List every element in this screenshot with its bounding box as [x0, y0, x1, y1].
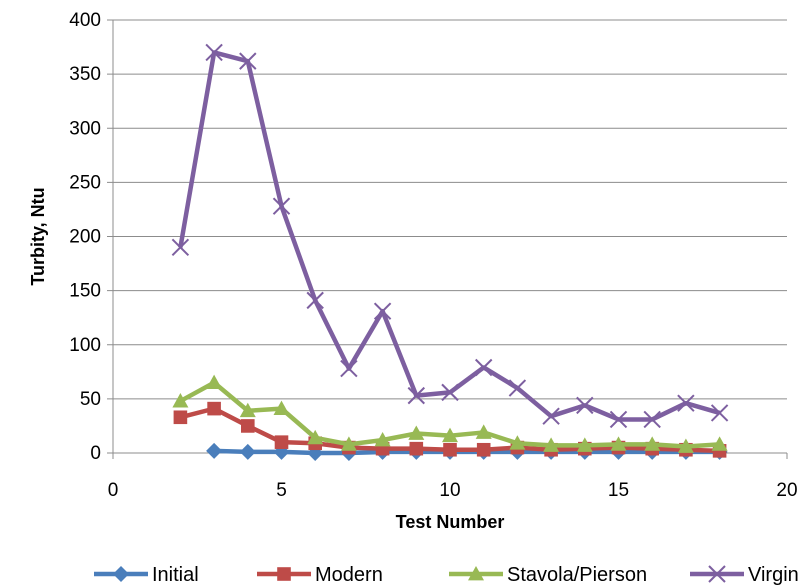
x-tick-label: 15	[608, 480, 629, 501]
data-point-stroke	[677, 394, 695, 412]
data-point	[443, 442, 457, 457]
legend-label: Modern	[315, 564, 383, 586]
data-point-stroke	[542, 407, 560, 425]
data-point-stroke	[609, 410, 628, 429]
y-tick-label: 200	[69, 227, 101, 248]
data-point-stroke	[441, 383, 459, 402]
series-line	[178, 50, 721, 422]
x-tick-label: 20	[776, 480, 797, 501]
data-point	[408, 425, 425, 440]
legend-item-virgin: Virgin	[690, 564, 799, 586]
data-point-stroke	[474, 358, 493, 377]
data-point	[171, 238, 190, 257]
y-tick-label: 300	[69, 118, 101, 139]
data-point	[239, 443, 256, 460]
data-point	[643, 410, 661, 429]
x-axis-title: Test Number	[396, 512, 505, 532]
data-point	[277, 567, 291, 581]
data-point	[677, 438, 694, 453]
data-point	[677, 394, 695, 412]
data-point	[205, 43, 223, 62]
data-point	[272, 197, 291, 215]
data-point-stroke	[508, 379, 527, 397]
data-point	[241, 419, 255, 433]
data-point-stroke	[171, 238, 190, 257]
data-point	[710, 404, 729, 422]
data-point-stroke	[239, 52, 257, 70]
x-tick-label: 0	[108, 480, 119, 501]
data-point	[340, 436, 357, 451]
data-point	[708, 565, 726, 583]
data-point	[509, 435, 526, 450]
x-tick-label: 5	[276, 480, 287, 501]
data-point-stroke	[576, 396, 594, 415]
data-point	[609, 410, 628, 429]
data-point	[508, 379, 527, 397]
data-point	[468, 566, 484, 581]
y-tick-label: 250	[69, 172, 101, 193]
data-point	[474, 358, 493, 377]
data-point	[113, 566, 129, 582]
data-point	[644, 436, 661, 451]
data-point-stroke	[708, 565, 726, 583]
legend-item-initial: Initial	[94, 564, 199, 586]
legend-label: Initial	[152, 564, 199, 586]
y-tick-label: 400	[69, 10, 101, 31]
y-tick-label: 50	[80, 389, 101, 410]
data-point	[340, 359, 358, 378]
data-point	[306, 291, 324, 310]
data-point	[374, 432, 391, 447]
legend-item-modern: Modern	[257, 564, 383, 586]
series-stavola-pierson	[172, 374, 728, 453]
data-point	[475, 424, 492, 439]
legend-item-stavola-pierson: Stavola/Pierson	[449, 564, 647, 586]
legend-label: Stavola/Pierson	[507, 564, 647, 586]
data-point-stroke	[340, 359, 358, 378]
data-point	[576, 437, 593, 452]
data-point-stroke	[306, 291, 324, 310]
y-tick-label: 100	[69, 335, 101, 356]
data-point	[542, 407, 560, 425]
data-point	[239, 52, 257, 70]
data-point-stroke	[373, 302, 392, 320]
y-tick-label: 150	[69, 281, 101, 302]
data-point-stroke	[272, 197, 291, 215]
data-point	[441, 383, 459, 402]
data-point	[543, 437, 560, 452]
legend: Initial Modern Stavola/Pierson Virgin	[94, 564, 799, 586]
data-point	[274, 435, 289, 449]
series-lines	[171, 43, 729, 461]
data-point	[207, 401, 221, 416]
x-tick-label: 10	[439, 480, 460, 501]
data-point	[442, 427, 458, 443]
data-point	[610, 436, 627, 451]
data-point-stroke	[710, 404, 729, 422]
data-point	[206, 442, 223, 459]
data-point	[273, 400, 290, 416]
gridlines	[113, 19, 787, 400]
series-virgin	[171, 43, 729, 429]
data-point	[239, 402, 256, 418]
y-tick-label: 350	[69, 64, 101, 85]
data-point	[576, 396, 594, 415]
y-tick-label: 0	[90, 443, 101, 464]
data-point	[173, 410, 188, 425]
data-point	[373, 302, 392, 320]
data-point-stroke	[205, 43, 223, 62]
legend-label: Virgin	[748, 564, 799, 586]
y-axis-title: Turbity, Ntu	[28, 187, 48, 285]
data-point	[172, 393, 189, 408]
data-point	[409, 441, 424, 456]
data-point	[711, 436, 728, 451]
data-point	[407, 386, 426, 405]
data-point-stroke	[407, 386, 426, 405]
data-point	[206, 374, 223, 390]
data-point	[307, 429, 324, 445]
tick-labels: 0 50 100 150 200 250 300 350 400 0 5 10 15 20	[69, 10, 797, 501]
data-point-stroke	[643, 410, 661, 429]
data-point	[476, 442, 491, 457]
